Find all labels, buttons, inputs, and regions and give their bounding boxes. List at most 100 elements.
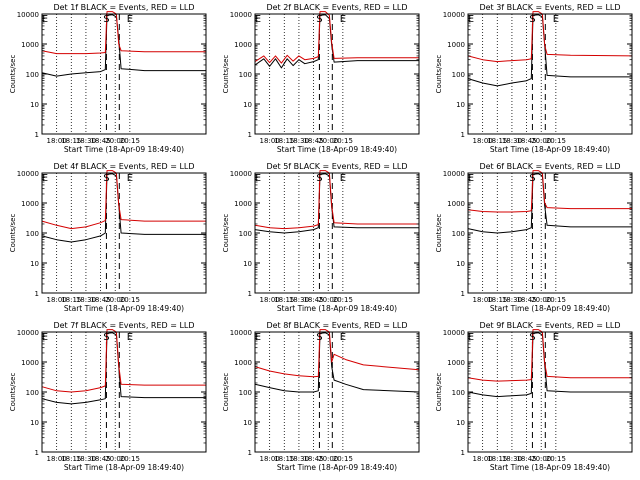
x-axis-label: Start Time (18-Apr-09 18:49:40) bbox=[490, 304, 610, 313]
x-tick-label: 18:30 bbox=[76, 137, 96, 145]
y-tick-label: 100 bbox=[26, 389, 39, 397]
panel-det-4: Det 4f BLACK = Events, RED = LLD 1 10 100 10… bbox=[9, 162, 207, 313]
event-marker-s: S bbox=[529, 173, 535, 184]
x-tick-label: 18:00 bbox=[47, 455, 67, 463]
y-tick-label: 10 bbox=[30, 101, 39, 109]
x-tick-label: 20:15 bbox=[333, 455, 353, 463]
plot-frame bbox=[254, 13, 420, 135]
event-marker-e: E bbox=[340, 173, 346, 184]
y-tick-label: 10000 bbox=[230, 329, 252, 337]
event-marker-e: E bbox=[127, 173, 133, 184]
event-marker-e: E bbox=[553, 332, 559, 343]
panel-title: Det 6f BLACK = Events, RED = LLD bbox=[479, 162, 620, 171]
y-tick-label: 10000 bbox=[443, 170, 465, 178]
x-tick-label: 18:00 bbox=[47, 137, 67, 145]
y-axis-label: Counts/sec bbox=[435, 55, 443, 94]
event-marker-e: E bbox=[468, 173, 474, 184]
panel-det-7: Det 7f BLACK = Events, RED = LLD 1 10 100 10… bbox=[9, 321, 207, 472]
event-marker-e: E bbox=[255, 332, 261, 343]
y-axis-label: Counts/sec bbox=[222, 373, 230, 412]
y-tick-label: 1 bbox=[35, 131, 39, 139]
x-tick-label: 18:30 bbox=[289, 455, 309, 463]
x-tick-label: 18:15 bbox=[487, 137, 507, 145]
series-line-lld bbox=[254, 329, 420, 378]
y-tick-label: 10000 bbox=[17, 170, 39, 178]
x-tick-label: 20:00 bbox=[105, 296, 125, 304]
y-tick-label: 100 bbox=[452, 71, 465, 79]
y-tick-label: 10 bbox=[456, 260, 465, 268]
y-tick-label: 1 bbox=[248, 290, 252, 298]
x-tick-label: 18:15 bbox=[487, 296, 507, 304]
event-marker-e: E bbox=[340, 332, 346, 343]
x-tick-label: 18:45 bbox=[516, 137, 536, 145]
x-tick-label: 18:45 bbox=[90, 137, 110, 145]
y-tick-label: 1 bbox=[248, 449, 252, 457]
x-axis-label: Start Time (18-Apr-09 18:49:40) bbox=[64, 304, 184, 313]
plot-frame bbox=[467, 13, 633, 135]
series-line-events bbox=[254, 332, 420, 393]
series-line-events bbox=[41, 332, 206, 405]
y-axis-label: Counts/sec bbox=[9, 214, 17, 253]
y-tick-label: 1000 bbox=[447, 200, 465, 208]
x-tick-label: 18:00 bbox=[473, 296, 493, 304]
y-tick-label: 100 bbox=[239, 230, 252, 238]
series-line-events bbox=[254, 14, 419, 69]
series-line-events bbox=[467, 14, 632, 87]
panel-det-9: Det 9f BLACK = Events, RED = LLD 1 10 100 10… bbox=[435, 321, 633, 472]
panel-det-6: Det 6f BLACK = Events, RED = LLD 1 10 100 10… bbox=[435, 162, 633, 313]
y-tick-label: 10 bbox=[243, 260, 252, 268]
x-axis-label: Start Time (18-Apr-09 18:49:40) bbox=[277, 463, 397, 472]
x-tick-label: 18:00 bbox=[260, 455, 280, 463]
x-tick-label: 18:30 bbox=[502, 137, 522, 145]
y-tick-label: 10000 bbox=[17, 329, 39, 337]
panel-det-2: Det 2f BLACK = Events, RED = LLD 1 10 100 10… bbox=[222, 3, 420, 154]
x-tick-label: 18:45 bbox=[516, 296, 536, 304]
x-tick-label: 20:15 bbox=[333, 296, 353, 304]
x-tick-label: 18:00 bbox=[260, 296, 280, 304]
panel-title: Det 2f BLACK = Events, RED = LLD bbox=[266, 3, 407, 12]
event-marker-e: E bbox=[255, 14, 261, 25]
y-tick-label: 10 bbox=[456, 101, 465, 109]
x-tick-label: 18:45 bbox=[90, 455, 110, 463]
plot-frame bbox=[254, 331, 420, 453]
y-tick-label: 10 bbox=[243, 101, 252, 109]
x-tick-label: 20:15 bbox=[120, 455, 140, 463]
x-axis-label: Start Time (18-Apr-09 18:49:40) bbox=[277, 145, 397, 154]
x-axis-label: Start Time (18-Apr-09 18:49:40) bbox=[64, 145, 184, 154]
series-line-lld bbox=[254, 11, 419, 64]
series-line-lld bbox=[41, 329, 206, 393]
series-line-lld bbox=[41, 170, 206, 230]
panel-det-8: Det 8f BLACK = Events, RED = LLD 1 10 100 10… bbox=[222, 321, 420, 472]
series-line-lld bbox=[41, 11, 206, 55]
y-tick-label: 100 bbox=[239, 71, 252, 79]
x-tick-label: 18:15 bbox=[274, 137, 294, 145]
x-tick-label: 18:45 bbox=[303, 137, 323, 145]
panel-det-3: Det 3f BLACK = Events, RED = LLD 1 10 100 10… bbox=[435, 3, 633, 154]
series-line-events bbox=[467, 173, 632, 234]
event-marker-s: S bbox=[529, 14, 535, 25]
x-tick-label: 18:30 bbox=[76, 455, 96, 463]
x-tick-label: 18:00 bbox=[473, 455, 493, 463]
event-marker-s: S bbox=[103, 14, 109, 25]
y-tick-label: 1 bbox=[35, 290, 39, 298]
event-marker-e: E bbox=[42, 14, 48, 25]
y-tick-label: 1 bbox=[461, 131, 465, 139]
x-tick-label: 18:45 bbox=[516, 455, 536, 463]
y-tick-label: 1000 bbox=[21, 359, 39, 367]
series-line-lld bbox=[254, 170, 419, 230]
x-tick-label: 18:15 bbox=[274, 455, 294, 463]
x-tick-label: 20:15 bbox=[333, 137, 353, 145]
y-tick-label: 1 bbox=[461, 449, 465, 457]
x-tick-label: 18:15 bbox=[487, 455, 507, 463]
x-tick-label: 20:00 bbox=[105, 137, 125, 145]
event-marker-e: E bbox=[42, 173, 48, 184]
y-tick-label: 1000 bbox=[21, 41, 39, 49]
x-tick-label: 18:30 bbox=[76, 296, 96, 304]
y-tick-label: 100 bbox=[26, 230, 39, 238]
x-tick-label: 18:00 bbox=[260, 137, 280, 145]
x-tick-label: 18:30 bbox=[289, 296, 309, 304]
panel-title: Det 7f BLACK = Events, RED = LLD bbox=[53, 321, 194, 330]
x-tick-label: 18:15 bbox=[274, 296, 294, 304]
panel-det-5: Det 5f BLACK = Events, RED = LLD 1 10 100 10… bbox=[222, 162, 420, 313]
y-axis-label: Counts/sec bbox=[222, 214, 230, 253]
